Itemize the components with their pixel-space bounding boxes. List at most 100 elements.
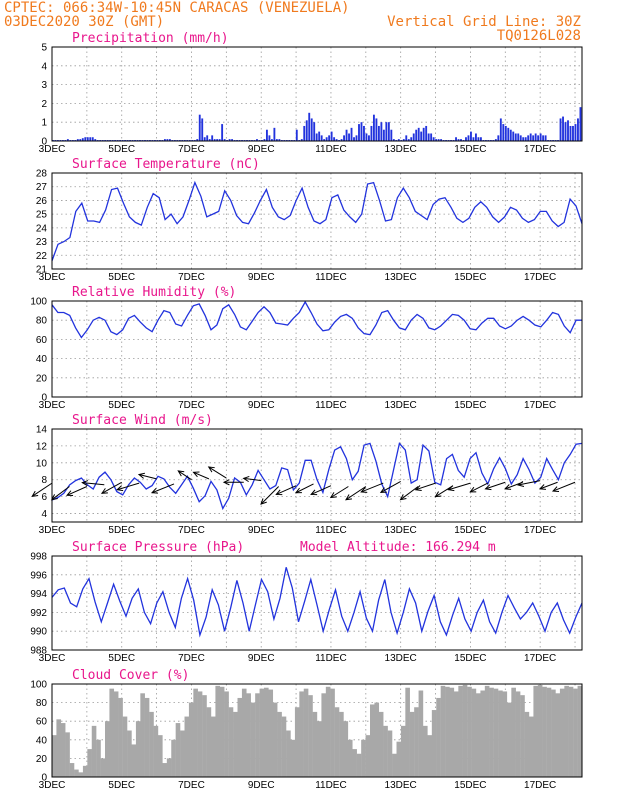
precipitation-mm-h-bar [422, 127, 425, 141]
precipitation-mm-h-bar [537, 135, 540, 141]
cloud-cover-bar [188, 702, 194, 777]
cloud-cover-bar [131, 744, 137, 777]
precipitation-mm-h-bar [519, 135, 522, 141]
cloud-cover-xtick-label: 5DEC [108, 780, 135, 791]
precipitation-mm-h-bar [94, 139, 97, 141]
wind-vector-head [434, 491, 442, 498]
precipitation-mm-h-bar [380, 122, 383, 141]
wind-vector-head [275, 489, 283, 496]
cloud-cover-bar [458, 685, 463, 777]
surface-pressure-hpa-xtick-label: 3DEC [39, 653, 66, 664]
precipitation-mm-h-bar [372, 114, 375, 141]
wind-vector [177, 470, 192, 481]
cloud-cover-bar [467, 686, 472, 777]
precipitation-mm-h-bar [534, 133, 537, 141]
surface-wind-m-s-xtick-label: 7DEC [178, 525, 205, 536]
cloud-cover-bar [264, 687, 269, 777]
precipitation-mm-h-bar [218, 139, 221, 141]
precipitation-mm-h-bar [509, 129, 512, 141]
surface-temperature-nc-xtick-label: 13DEC [385, 272, 417, 283]
cloud-cover-bar [211, 716, 216, 777]
wind-vector [208, 466, 227, 479]
cloud-cover-bar [250, 702, 256, 777]
cloud-cover-bar [396, 741, 402, 777]
cloud-cover-bar [392, 753, 397, 777]
precipitation-mm-h-bar [385, 122, 388, 141]
cloud-cover-bar [551, 689, 556, 777]
wind-vector [518, 480, 541, 486]
precipitation-mm-h-bar [318, 131, 321, 141]
precipitation-mm-h-bar [305, 120, 308, 141]
precipitation-mm-h-bar [365, 133, 368, 141]
cloud-cover-bar [197, 691, 203, 777]
surface-pressure-hpa-title: Surface Pressure (hPa) [72, 540, 244, 555]
cloud-cover-bar [158, 735, 163, 777]
surface-wind-m-s-line [51, 442, 583, 511]
precipitation-mm-h-bar [353, 137, 355, 141]
surface-temperature-nc-ytick-label: 25 [36, 210, 48, 221]
precipitation-mm-h-xtick-label: 7DEC [178, 144, 205, 155]
wind-vector-head [150, 487, 159, 494]
precipitation-mm-h-bar [231, 139, 234, 141]
cloud-cover-bar [498, 690, 503, 777]
cloud-cover-bar [175, 723, 181, 777]
cloud-cover-bar [440, 685, 446, 777]
precipitation-mm-h-bar [410, 137, 413, 141]
cloud-cover-bar [506, 702, 512, 777]
surface-temperature-nc-xtick-label: 7DEC [178, 272, 205, 283]
precipitation-mm-h-bar [435, 139, 438, 141]
precipitation-mm-h-bar [350, 127, 353, 141]
precipitation-mm-h-bar [303, 125, 306, 141]
precipitation-mm-h-bar [504, 125, 507, 141]
cloud-cover-bar [352, 749, 357, 777]
precipitation-mm-h-bar [440, 139, 443, 141]
wind-vector-head [222, 479, 230, 486]
cloud-cover-bar [140, 693, 145, 777]
precipitation-mm-h-bar [333, 137, 336, 141]
relative-humidity-ytick-label: 60 [36, 335, 48, 346]
wind-vector-head [66, 490, 74, 496]
surface-pressure-hpa-xtick-label: 7DEC [178, 653, 205, 664]
relative-humidity-xtick-label: 9DEC [248, 400, 275, 411]
precipitation-mm-h-bar [477, 137, 480, 141]
precipitation-mm-h-bar [348, 133, 350, 141]
precipitation-mm-h-xtick-label: 5DEC [108, 144, 135, 155]
precipitation-mm-h-bar [308, 112, 311, 141]
precipitation-mm-h-bar [315, 133, 318, 141]
wind-vector-head [177, 470, 185, 477]
precipitation-mm-h-bar [497, 135, 500, 141]
cloud-cover-bar [56, 719, 62, 777]
precipitation-mm-h-bar [203, 137, 206, 141]
wind-vector-head [447, 485, 455, 492]
cloud-cover-bar [431, 710, 437, 777]
wind-vector [448, 482, 471, 491]
precipitation-mm-h-title: Precipitation (mm/h) [72, 31, 229, 46]
cloud-cover-bar [113, 691, 119, 777]
precipitation-mm-h-bar [407, 139, 410, 141]
cloud-cover-bar [529, 716, 534, 777]
surface-temperature-nc-xtick-label: 17DEC [524, 272, 556, 283]
surface-pressure-hpa-xtick-label: 13DEC [385, 653, 417, 664]
cloud-cover-bar [400, 725, 406, 777]
wind-vector [51, 486, 70, 501]
surface-temperature-nc-ytick-label: 28 [36, 169, 48, 180]
cloud-cover-xtick-label: 15DEC [454, 780, 486, 791]
precipitation-mm-h-bar [522, 137, 525, 141]
relative-humidity-xtick-label: 11DEC [315, 400, 347, 411]
precipitation-mm-h-bar [66, 139, 69, 141]
surface-pressure-hpa-xtick-label: 15DEC [454, 653, 486, 664]
cloud-cover-xtick-label: 13DEC [385, 780, 417, 791]
cloud-cover-bar [387, 730, 393, 777]
cloud-cover-bar [184, 716, 190, 777]
precipitation-mm-h-bar [221, 124, 224, 141]
cloud-cover-frame [51, 683, 583, 778]
precipitation-mm-h-bar [300, 139, 303, 141]
cloud-cover-bar [171, 739, 176, 777]
precipitation-mm-h-bar [360, 122, 363, 141]
precipitation-mm-h-bar [168, 139, 171, 141]
precipitation-mm-h-bar [375, 118, 378, 141]
precipitation-mm-h-xtick-label: 9DEC [248, 144, 275, 155]
surface-temperature-nc-ytick-label: 21 [36, 265, 48, 276]
cloud-cover-bar [347, 739, 353, 777]
surface-temperature-nc-frame [51, 172, 583, 270]
